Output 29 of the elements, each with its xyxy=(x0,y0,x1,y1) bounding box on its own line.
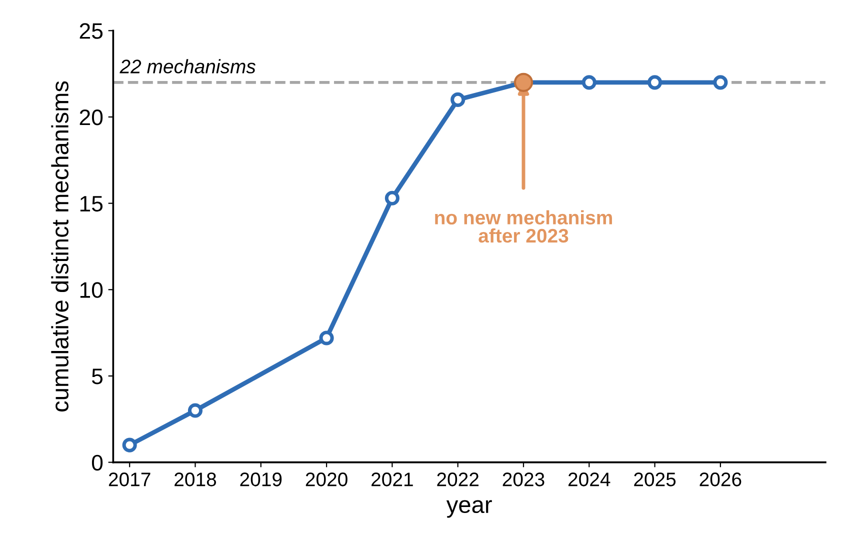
y-tick-label: 25 xyxy=(80,23,103,39)
point xyxy=(450,92,466,107)
x-tick-label: 2026 xyxy=(700,472,742,486)
x-tick-label: 2018 xyxy=(174,472,216,486)
y-tick-label: 20 xyxy=(80,110,103,126)
x-tick-label: 2024 xyxy=(568,472,610,486)
ref-line-label: 22 mechanisms xyxy=(120,59,256,74)
point xyxy=(122,438,137,452)
point xyxy=(319,330,334,346)
x-axis-title: year xyxy=(446,500,492,518)
x-tick-label: 2019 xyxy=(240,472,282,486)
point xyxy=(384,190,400,206)
annotation: no new mechanism after 2023 xyxy=(435,210,612,243)
x-tick-label: 2021 xyxy=(372,472,413,486)
point xyxy=(188,403,203,418)
y-tick-label: 10 xyxy=(80,282,103,298)
point xyxy=(582,75,596,90)
point xyxy=(514,72,534,92)
x-tick-label: 2022 xyxy=(437,472,478,486)
y-axis-title: cumulative distinct mechanisms xyxy=(51,81,69,412)
x-tick-label: 2020 xyxy=(306,472,348,486)
x-tick-label: 2023 xyxy=(502,472,544,486)
point xyxy=(647,75,662,90)
x-tick-label: 2025 xyxy=(634,472,676,486)
y-tick-label: 5 xyxy=(92,368,103,384)
x-tick-label: 2017 xyxy=(108,472,150,486)
y-tick-label: 0 xyxy=(92,454,103,471)
point xyxy=(713,75,728,90)
y-tick-label: 15 xyxy=(80,196,103,212)
